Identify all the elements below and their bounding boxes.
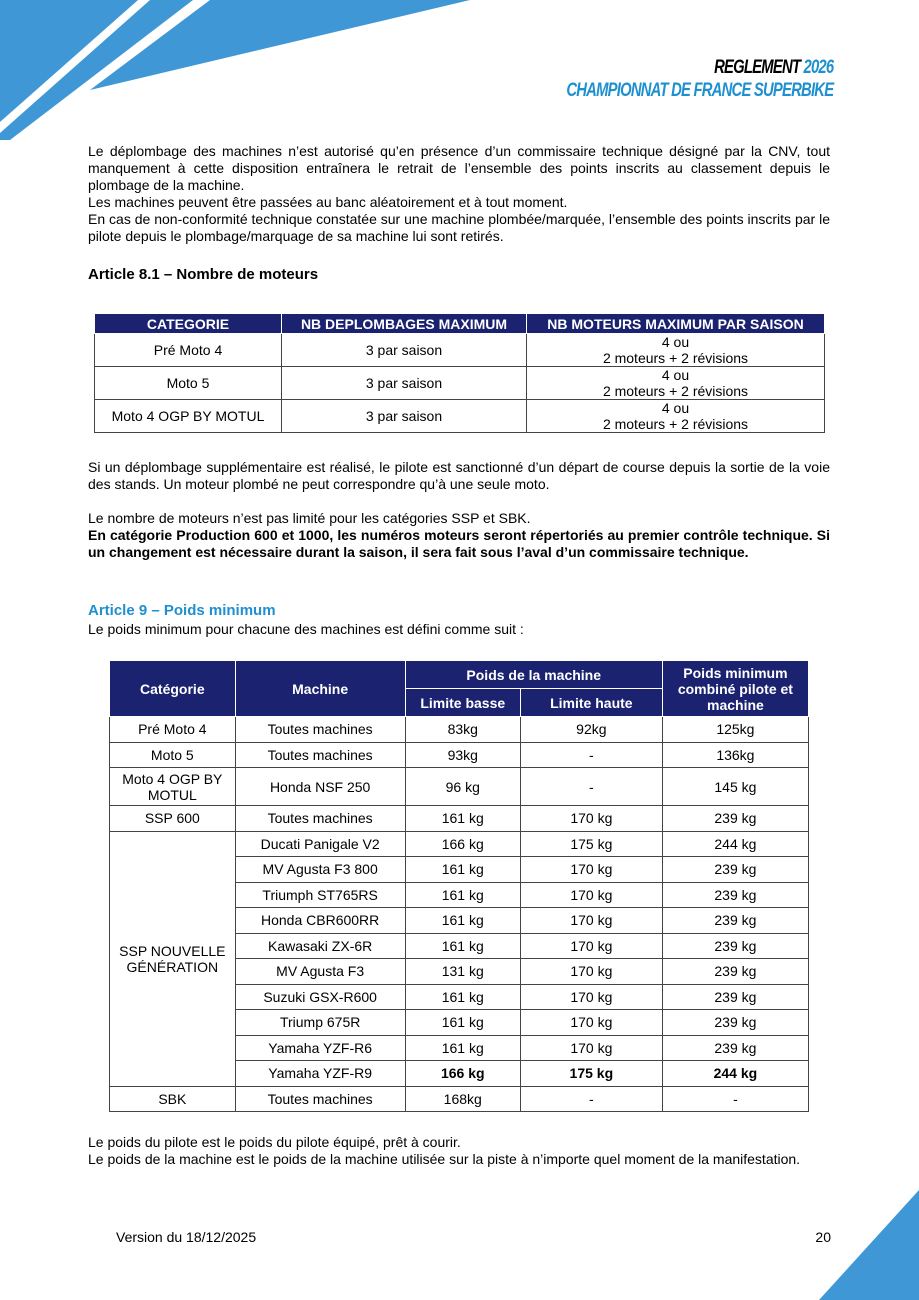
- cell-combine: 239 kg: [661, 932, 810, 959]
- cell-haute: 175 kg: [519, 1060, 663, 1087]
- cell-basse: 161 kg: [404, 881, 521, 908]
- cell-machine: Ducati Panigale V2: [234, 830, 406, 857]
- cell-basse: 161 kg: [404, 1009, 521, 1036]
- cell-basse: 168kg: [404, 1085, 521, 1112]
- cell-combine: -: [661, 1085, 810, 1112]
- cell-machine: MV Agusta F3 800: [234, 856, 406, 883]
- table-row: Pré Moto 4 Toutes machines 83kg 92kg 125kg: [109, 716, 810, 743]
- cell-combine: 136kg: [661, 741, 810, 768]
- cell-combine: 239 kg: [661, 907, 810, 934]
- table-row: Moto 4 OGP BY MOTUL Honda NSF 250 96 kg -14…: [109, 767, 810, 806]
- table-row: Kawasaki ZX-6R 161 kg 170 kg 239 kg: [110, 932, 810, 959]
- cell-haute: 170 kg: [519, 932, 663, 959]
- cell-haute: 92kg: [519, 716, 663, 743]
- article-9-intro: Le poids minimum pour chacune des machin…: [88, 621, 524, 637]
- cell-combine: 239 kg: [661, 958, 810, 985]
- page-number: 20: [815, 1229, 831, 1245]
- table-row: MV Agusta F3 131 kg 170 kg 239 kg: [110, 958, 810, 985]
- cell-machine: Toutes machines: [234, 1085, 406, 1112]
- cell-machine: Triump 675R: [234, 1009, 406, 1036]
- cell-combine: 239 kg: [661, 856, 810, 883]
- cell-haute: -: [519, 767, 663, 806]
- cell-machine: MV Agusta F3: [234, 958, 406, 985]
- table-row: MV Agusta F3 800 161 kg 170 kg 239 kg: [110, 856, 810, 883]
- cell-combine: 239 kg: [661, 983, 810, 1010]
- cell-basse: 83kg: [404, 716, 521, 743]
- cell-cat: SSP NOUVELLE GÉNÉRATION: [109, 830, 236, 1087]
- article-8-1-heading: Article 8.1 – Nombre de moteurs: [88, 266, 319, 283]
- cell-basse: 131 kg: [404, 958, 521, 985]
- intro-text: Le déplombage des machines n’est autoris…: [88, 143, 830, 244]
- cell-combine: 244 kg: [661, 830, 810, 857]
- cell-combine: 244 kg: [661, 1060, 810, 1087]
- cell-combine: 239 kg: [661, 881, 810, 908]
- cell-basse: 161 kg: [404, 932, 521, 959]
- cell-machine: Kawasaki ZX-6R: [234, 932, 406, 959]
- cell-combine: 239 kg: [661, 1009, 810, 1036]
- article-9-heading: Article 9 – Poids minimum: [88, 602, 276, 619]
- cell-machine: Yamaha YZF-R6: [234, 1034, 406, 1061]
- cell-haute: 170 kg: [519, 907, 663, 934]
- cell-cat: Moto 4 OGP BY MOTUL: [109, 767, 236, 806]
- cell-haute: 170 kg: [519, 1009, 663, 1036]
- cell-haute: 170 kg: [519, 856, 663, 883]
- cell-haute: -: [519, 741, 663, 768]
- table-row: SSP NOUVELLE GÉNÉRATION Ducati Panigale V…: [109, 830, 810, 1087]
- table-row: Yamaha YZF-R6 161 kg 170 kg 239 kg: [110, 1034, 810, 1061]
- cell-machine: Suzuki GSX-R600: [234, 983, 406, 1010]
- table-row: Triumph ST765RS 161 kg 170 kg 239 kg: [110, 881, 810, 908]
- cell-machine: Honda NSF 250: [234, 767, 406, 806]
- cell-basse: 161 kg: [404, 907, 521, 934]
- cell-haute: 170 kg: [519, 881, 663, 908]
- engines-text: Le nombre de moteurs n’est pas limité po…: [88, 510, 830, 560]
- cell-basse: 161 kg: [404, 805, 521, 832]
- cell-basse: 93kg: [404, 741, 521, 768]
- table-row: Moto 5 Toutes machines 93kg -136kg: [109, 741, 810, 768]
- cell-basse: 161 kg: [404, 856, 521, 883]
- cell-haute: 175 kg: [519, 830, 663, 857]
- weights-table: Catégorie Machine Poids de la machine Poids…: [109, 660, 810, 1112]
- cell-cat: Moto 5: [109, 741, 236, 768]
- cell-haute: 170 kg: [519, 958, 663, 985]
- cell-haute: 170 kg: [519, 983, 663, 1010]
- cell-combine: 239 kg: [661, 805, 810, 832]
- table-row: SBK Toutes machines 168kg - -: [109, 1085, 810, 1112]
- cell-basse: 166 kg: [404, 830, 521, 857]
- cell-basse: 166 kg: [404, 1060, 521, 1087]
- cell-combine: 125kg: [661, 716, 810, 743]
- cell-basse: 161 kg: [404, 1034, 521, 1061]
- closing-text: Le poids du pilote est le poids du pilot…: [88, 1134, 801, 1167]
- deplombage-text: Si un déplombage supplémentaire est réal…: [88, 459, 830, 492]
- championship-logo: REGLEMENT 2026 CHAMPIONNAT DE FRANCE SUP…: [565, 57, 834, 101]
- cell-machine: Toutes machines: [234, 716, 406, 743]
- cell-cat: Pré Moto 4: [109, 716, 236, 743]
- footer-version: Version du 18/12/2025: [116, 1229, 257, 1245]
- cell-basse: 96 kg: [404, 767, 521, 806]
- cell-machine: Triumph ST765RS: [234, 881, 406, 908]
- table-row: Triump 675R 161 kg 170 kg 239 kg: [110, 1009, 810, 1036]
- footer-corner-graphic: [819, 1190, 919, 1300]
- header-stripes-graphic: [0, 0, 470, 140]
- cell-basse: 161 kg: [404, 983, 521, 1010]
- cell-combine: 145 kg: [661, 767, 810, 806]
- table-row: Yamaha YZF-R9 166 kg 175 kg 244 kg: [110, 1060, 810, 1087]
- cell-haute: 170 kg: [519, 805, 663, 832]
- cell-machine: Toutes machines: [234, 741, 406, 768]
- cell-haute: 170 kg: [519, 1034, 663, 1061]
- table-row: Moto 4 OGP BY MOTUL 3 par saison 4 ou 2 mot…: [94, 399, 825, 433]
- engines-table: CATEGORIE NB DEPLOMBAGES MAXIMUM NB MOTEUR…: [94, 313, 825, 433]
- cell-combine: 239 kg: [661, 1034, 810, 1061]
- cell-machine: Toutes machines: [234, 805, 406, 832]
- cell-cat: SBK: [109, 1085, 236, 1112]
- cell-haute: -: [519, 1085, 663, 1112]
- table-row: Honda CBR600RR 161 kg 170 kg 239 kg: [110, 907, 810, 934]
- table-row: SSP 600 Toutes machines 161 kg 170 kg 239 kg: [109, 805, 810, 832]
- cell-cat: SSP 600: [109, 805, 236, 832]
- cell-machine: Yamaha YZF-R9: [234, 1060, 406, 1087]
- cell-machine: Honda CBR600RR: [234, 907, 406, 934]
